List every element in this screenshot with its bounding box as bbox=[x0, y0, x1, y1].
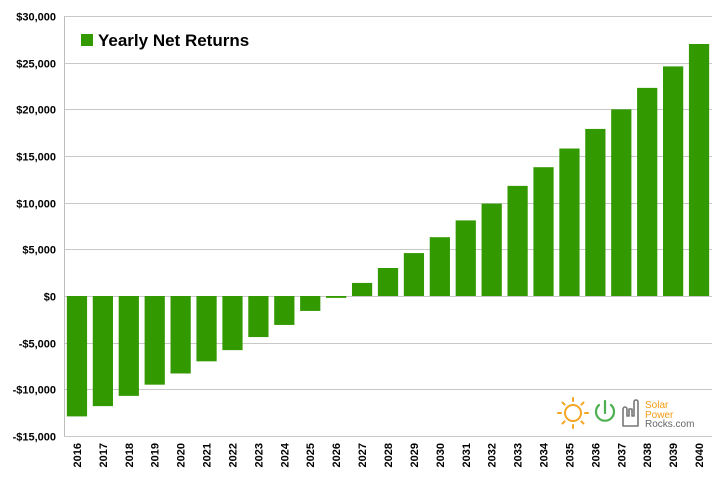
y-axis-labels: -$15,000 -$10,000 -$5,000 $0 $5,000 $10,000 $1… bbox=[13, 12, 56, 444]
bar-2034 bbox=[533, 167, 554, 296]
y-tick-label: $5,000 bbox=[22, 245, 56, 257]
x-tick-label: 2040 bbox=[694, 443, 706, 467]
bar-2029 bbox=[403, 253, 425, 296]
power-icon bbox=[594, 399, 616, 422]
x-tick-label: 2036 bbox=[590, 443, 602, 467]
x-axis-labels: 2016 2017 2018 2019 2020 2021 2022 2023 2024 2025… bbox=[72, 442, 706, 467]
logo-line1: Solar bbox=[645, 400, 669, 411]
x-tick-label: 2019 bbox=[150, 443, 162, 467]
x-tick-label: 2021 bbox=[202, 443, 214, 467]
x-tick-label: 2039 bbox=[668, 443, 680, 467]
bar-2031 bbox=[455, 220, 476, 296]
x-tick-label: 2028 bbox=[383, 443, 395, 467]
x-tick-label: 2032 bbox=[487, 443, 499, 467]
bar-2028 bbox=[377, 268, 399, 296]
x-tick-label: 2035 bbox=[564, 443, 576, 467]
bars bbox=[66, 44, 710, 417]
bar-2016 bbox=[66, 296, 88, 417]
x-tick-label: 2033 bbox=[513, 443, 525, 467]
legend-label: Yearly Net Returns bbox=[98, 31, 249, 50]
logo-line2: Power bbox=[645, 410, 674, 421]
bar-2019 bbox=[144, 296, 165, 385]
rock-hand-icon bbox=[622, 399, 639, 427]
bar-2023 bbox=[248, 296, 269, 338]
x-tick-label: 2020 bbox=[176, 443, 188, 467]
bar-2017 bbox=[92, 296, 113, 407]
x-tick-label: 2016 bbox=[72, 443, 84, 467]
logo-line3: Rocks.com bbox=[645, 419, 694, 430]
bar-2036 bbox=[585, 128, 606, 296]
y-tick-label: $10,000 bbox=[16, 199, 56, 211]
bar-2024 bbox=[274, 296, 295, 325]
x-tick-label: 2018 bbox=[124, 443, 136, 467]
y-tick-label: $30,000 bbox=[16, 12, 56, 24]
x-tick-label: 2017 bbox=[98, 443, 110, 467]
y-tick-label: $15,000 bbox=[16, 152, 56, 164]
bar-2040 bbox=[688, 44, 710, 296]
x-tick-label: 2022 bbox=[227, 443, 239, 467]
bar-2037 bbox=[611, 109, 632, 296]
y-tick-label: -$10,000 bbox=[13, 385, 56, 397]
bar-2020 bbox=[170, 296, 191, 374]
bar-2038 bbox=[637, 87, 658, 297]
x-tick-label: 2025 bbox=[305, 443, 317, 467]
bar-2035 bbox=[559, 148, 580, 296]
y-tick-label: $0 bbox=[44, 292, 56, 304]
x-tick-label: 2029 bbox=[409, 443, 421, 467]
legend: Yearly Net Returns bbox=[81, 31, 249, 50]
y-tick-label: -$5,000 bbox=[19, 339, 56, 351]
x-tick-label: 2030 bbox=[435, 443, 447, 467]
bar-2018 bbox=[118, 296, 139, 396]
x-tick-label: 2024 bbox=[279, 442, 291, 467]
bar-2026 bbox=[326, 296, 347, 298]
bar-2022 bbox=[222, 296, 243, 351]
legend-swatch bbox=[81, 34, 93, 46]
y-tick-label: $20,000 bbox=[16, 105, 56, 117]
x-tick-label: 2026 bbox=[331, 443, 343, 467]
y-tick-label: -$15,000 bbox=[13, 432, 56, 444]
bar-2021 bbox=[196, 296, 217, 362]
bar-2033 bbox=[507, 185, 528, 296]
bar-2032 bbox=[481, 203, 502, 296]
x-tick-label: 2038 bbox=[642, 443, 654, 467]
solarpowerrocks-logo: Solar Power Rocks.com bbox=[557, 397, 694, 430]
x-tick-label: 2027 bbox=[357, 443, 369, 467]
x-tick-label: 2037 bbox=[616, 443, 628, 467]
bar-2027 bbox=[351, 282, 373, 296]
bar-2030 bbox=[429, 237, 450, 296]
bar-2039 bbox=[663, 66, 684, 297]
x-tick-label: 2031 bbox=[461, 443, 473, 467]
y-tick-label: $25,000 bbox=[16, 59, 56, 71]
bar-2025 bbox=[300, 296, 321, 311]
x-tick-label: 2034 bbox=[539, 442, 551, 467]
x-tick-label: 2023 bbox=[253, 443, 265, 467]
sun-icon bbox=[557, 397, 589, 429]
